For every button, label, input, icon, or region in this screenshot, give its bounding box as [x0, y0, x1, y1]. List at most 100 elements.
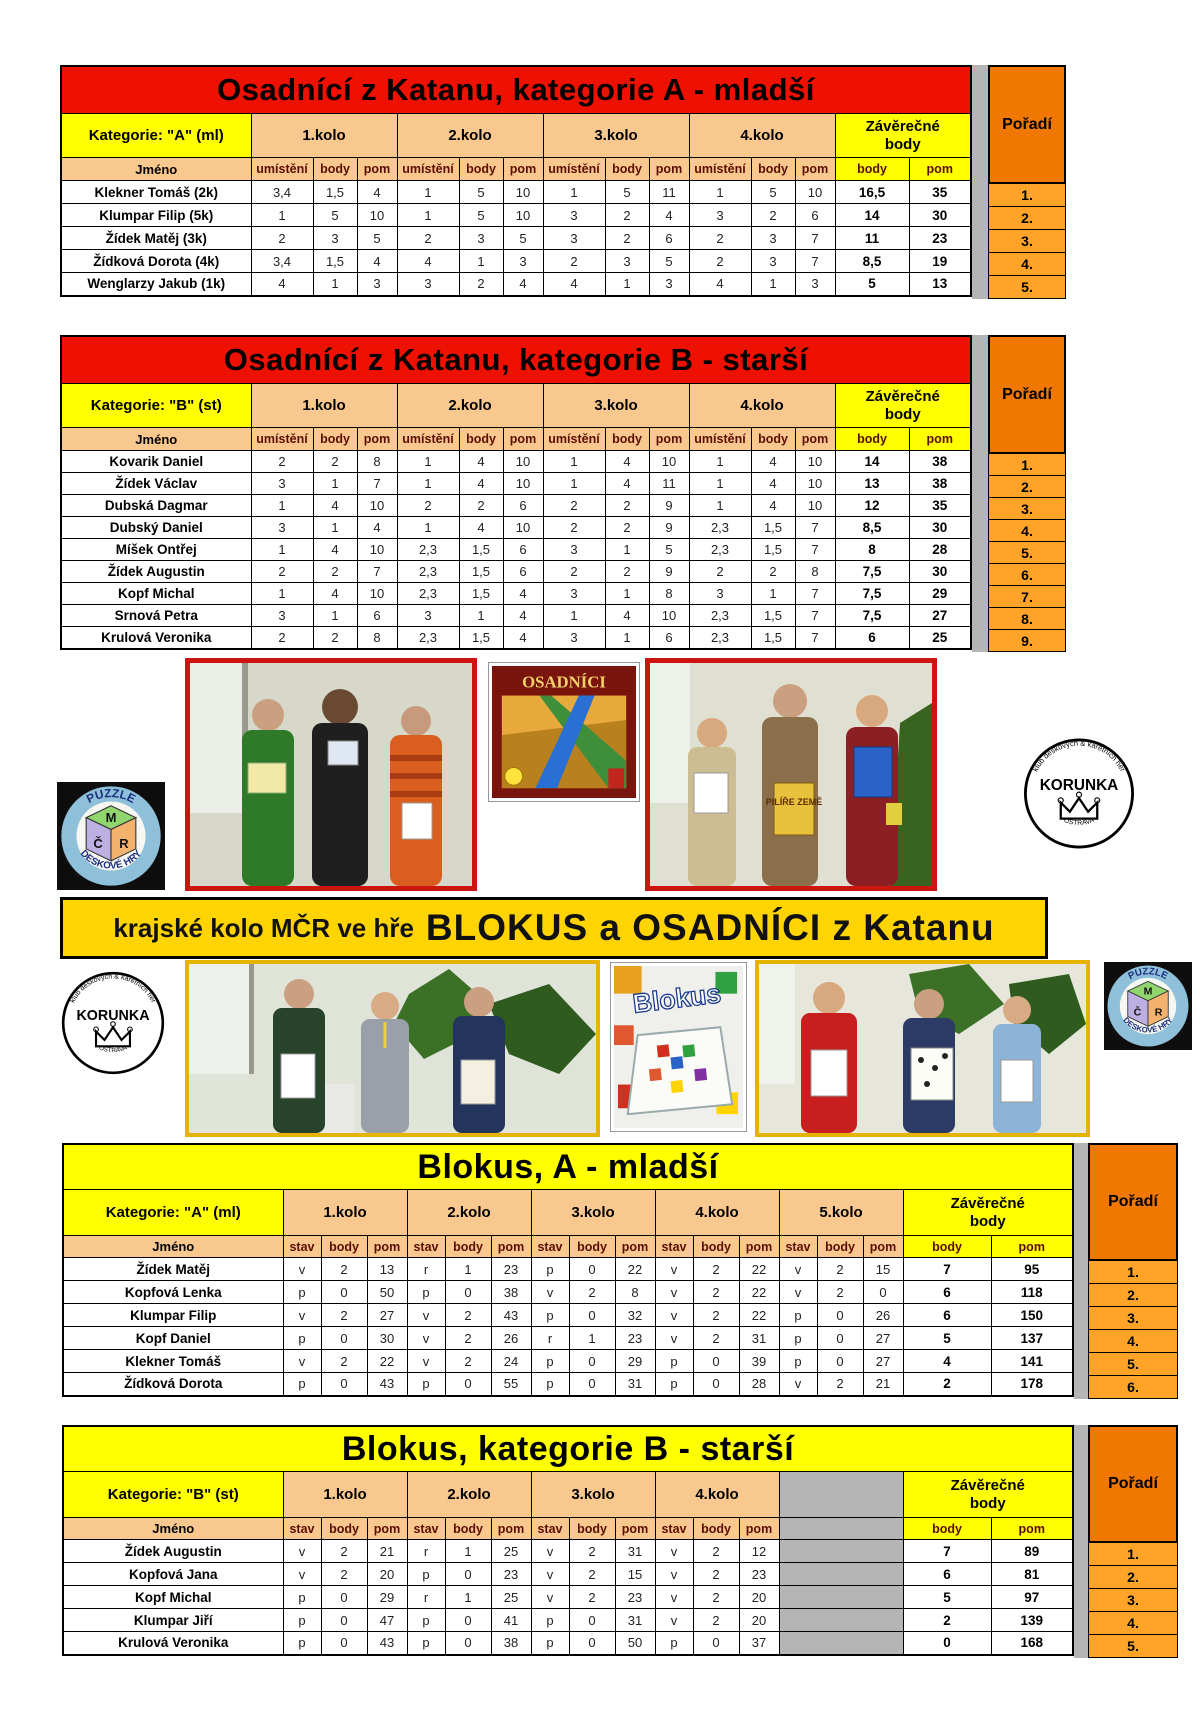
- player-name: Krulová Veronika: [60, 626, 252, 649]
- result-cell: 4: [502, 604, 544, 627]
- result-cell: 43: [366, 1372, 408, 1396]
- result-cell: 37: [738, 1631, 780, 1655]
- result-cell: 9: [648, 516, 690, 539]
- table-row: Dubský Daniel 3 1 4 1 4 10 2 2 9 2,3 1,5 7 8,5 30: [60, 516, 972, 539]
- result-cell: r: [406, 1585, 446, 1609]
- final-points-cell: 139: [990, 1608, 1074, 1632]
- result-cell: 0: [320, 1631, 368, 1655]
- result-cell: 1: [750, 272, 796, 296]
- final-points-header: Závěrečné body: [834, 383, 972, 428]
- player-name: Klekner Tomáš: [62, 1349, 284, 1373]
- result-cell: 1,5: [458, 538, 504, 561]
- result-cell: 1: [604, 272, 650, 296]
- result-cell: 20: [366, 1562, 408, 1586]
- final-points-cell: 95: [990, 1257, 1074, 1281]
- subcol-header: umístění: [396, 157, 460, 181]
- result-cell: 0: [320, 1372, 368, 1396]
- result-cell: 7: [794, 604, 836, 627]
- subcol-header: pom: [366, 1235, 408, 1258]
- round-header: 3.kolo: [542, 113, 690, 158]
- result-cell: 3: [688, 582, 752, 605]
- final-points-cell: 118: [990, 1280, 1074, 1304]
- subcol-header: body: [692, 1235, 740, 1258]
- subcol-header: pom: [502, 427, 544, 451]
- result-cell: v: [282, 1257, 322, 1281]
- osadnici-game-box: OSADNÍCI: [488, 662, 640, 802]
- result-cell: 2: [542, 494, 606, 517]
- result-cell: 1: [688, 472, 752, 495]
- player-name: Klekner Tomáš (2k): [60, 180, 252, 204]
- result-cell: 2: [750, 203, 796, 227]
- result-cell: 3: [396, 604, 460, 627]
- result-cell: v: [530, 1562, 570, 1586]
- result-cell: 4: [312, 538, 358, 561]
- result-cell: 0: [692, 1372, 740, 1396]
- player-name: Kopfová Lenka: [62, 1280, 284, 1304]
- result-cell: 2: [692, 1562, 740, 1586]
- result-cell: p: [654, 1372, 694, 1396]
- result-cell: 0: [320, 1326, 368, 1350]
- subcol-header: pom: [502, 157, 544, 181]
- table-osadnici-b: Osadnící z Katanu, kategorie B - starší K…: [60, 335, 1066, 652]
- final-points-header: Závěrečné body: [834, 113, 972, 158]
- result-cell: 2: [568, 1585, 616, 1609]
- result-cell: 25: [490, 1585, 532, 1609]
- table-blokus-a: Blokus, A - mladší Kategorie: "A" (ml) 1.k…: [62, 1143, 1178, 1399]
- result-cell: 1: [542, 604, 606, 627]
- result-cell: 4: [502, 626, 544, 649]
- category-label: Kategorie: "A" (ml): [62, 1189, 284, 1236]
- result-cell: 2,3: [688, 516, 752, 539]
- subcol-header: pom: [794, 427, 836, 451]
- results-table: Blokus, A - mladší Kategorie: "A" (ml) 1.k…: [62, 1143, 1074, 1397]
- result-cell: 4: [542, 272, 606, 296]
- result-cell: 9: [648, 560, 690, 583]
- result-cell: p: [282, 1608, 322, 1632]
- svg-text:PUZZLE: PUZZLE: [1126, 966, 1170, 982]
- rank-cell: 5.: [1088, 1352, 1178, 1376]
- final-points-cell: 35: [908, 180, 972, 204]
- result-cell: v: [778, 1372, 818, 1396]
- final-points-cell: 2: [902, 1608, 992, 1632]
- result-cell: v: [654, 1303, 694, 1327]
- result-cell: p: [654, 1349, 694, 1373]
- result-cell: 7: [794, 582, 836, 605]
- round-header: 2.kolo: [406, 1189, 532, 1236]
- result-cell: p: [778, 1349, 818, 1373]
- result-cell: v: [530, 1585, 570, 1609]
- subcol-header: pom: [356, 427, 398, 451]
- empty-column: [778, 1471, 904, 1518]
- table-osadnici-a: Osadnící z Katanu, kategorie A - mladší K…: [60, 65, 1066, 299]
- empty-column: [778, 1562, 904, 1586]
- result-cell: 2: [692, 1257, 740, 1281]
- result-cell: v: [530, 1280, 570, 1304]
- result-cell: 1: [688, 450, 752, 473]
- result-cell: 21: [862, 1372, 904, 1396]
- result-cell: 2: [396, 226, 460, 250]
- result-cell: v: [778, 1280, 818, 1304]
- player-name: Míšek Ontřej: [60, 538, 252, 561]
- result-cell: 1: [542, 180, 606, 204]
- result-cell: 22: [738, 1280, 780, 1304]
- result-cell: 3: [458, 226, 504, 250]
- subcol-header: body: [568, 1517, 616, 1540]
- player-name: Dubská Dagmar: [60, 494, 252, 517]
- result-cell: 9: [648, 494, 690, 517]
- result-cell: p: [406, 1562, 446, 1586]
- result-cell: 3: [356, 272, 398, 296]
- result-cell: 38: [490, 1280, 532, 1304]
- result-cell: 2: [458, 494, 504, 517]
- result-cell: 5: [312, 203, 358, 227]
- result-cell: 38: [490, 1631, 532, 1655]
- subcol-header: stav: [530, 1235, 570, 1258]
- result-cell: 3: [250, 472, 314, 495]
- table-row: Srnová Petra 3 1 6 3 1 4 1 4 10 2,3 1,5 7 7,5 27: [60, 604, 972, 627]
- result-cell: 4: [356, 249, 398, 273]
- korunka-logo: klub deskových & karetních her KORUNKA O…: [1022, 726, 1136, 861]
- player-name: Kopf Michal: [62, 1585, 284, 1609]
- logo-top-text: PUZZLE: [1126, 966, 1170, 982]
- result-cell: 29: [366, 1585, 408, 1609]
- result-cell: 41: [490, 1608, 532, 1632]
- result-cell: 21: [366, 1539, 408, 1563]
- result-cell: 4: [356, 180, 398, 204]
- result-cell: 2: [444, 1303, 492, 1327]
